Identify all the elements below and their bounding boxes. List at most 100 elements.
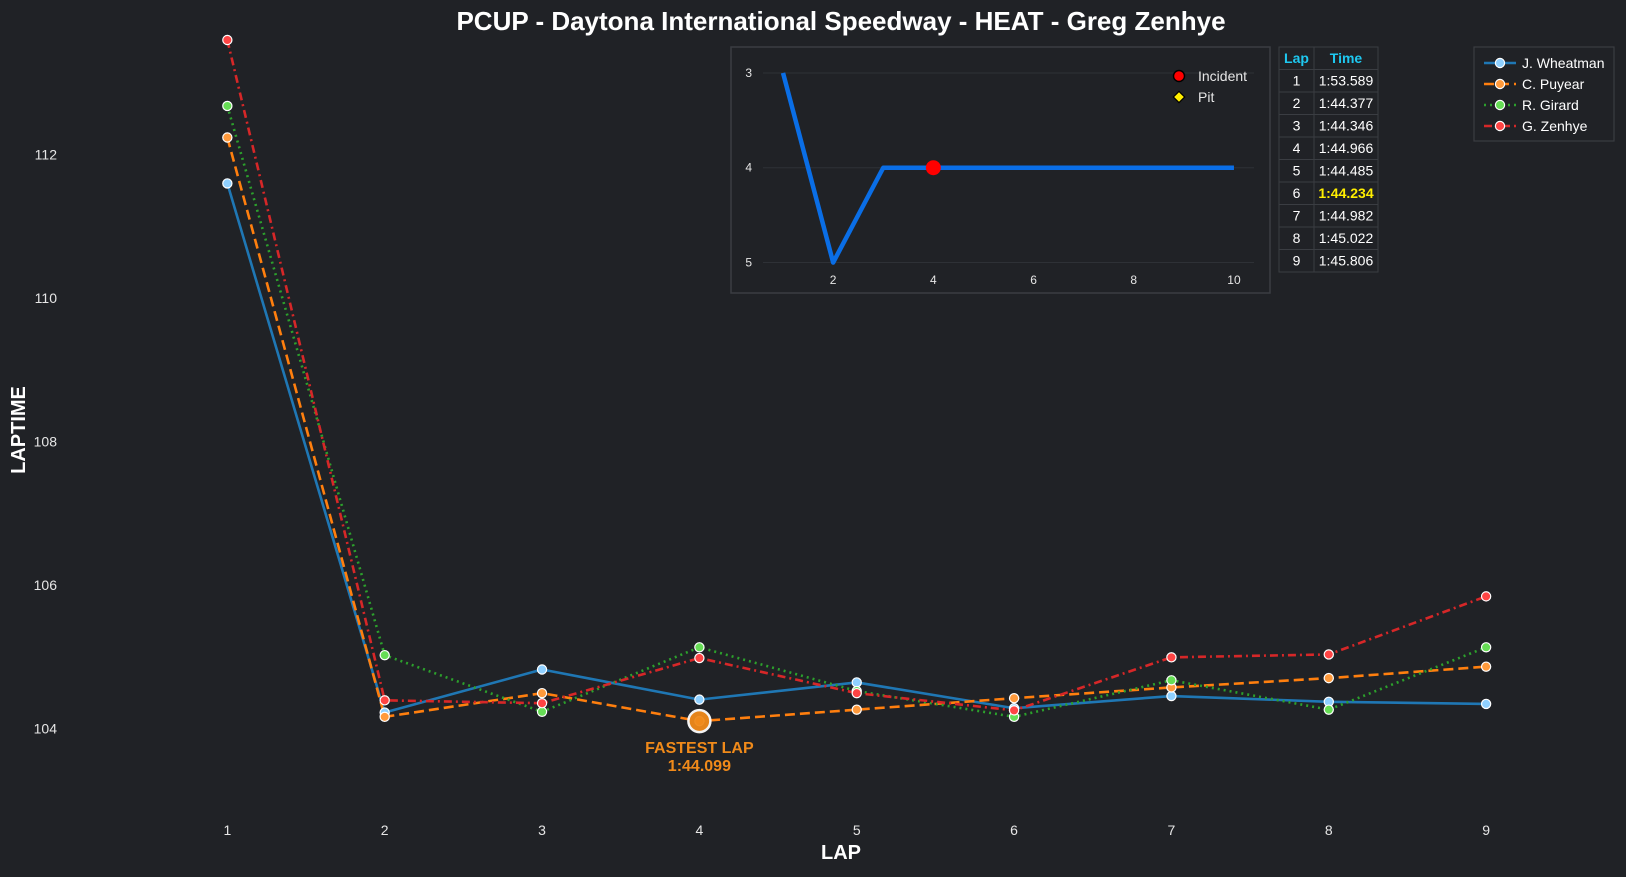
inset-x-tick-label: 8 xyxy=(1130,273,1137,287)
table-time-cell: 1:44.346 xyxy=(1319,118,1374,134)
x-axis-label: LAP xyxy=(821,842,861,864)
data-point-c-puyear xyxy=(379,711,390,723)
legend-label: R. Girard xyxy=(1522,97,1579,113)
y-tick-label: 108 xyxy=(34,434,58,450)
data-point-g-zenhye xyxy=(851,687,862,699)
table-time-cell: 1:44.966 xyxy=(1319,140,1374,156)
inset-y-tick-label: 3 xyxy=(745,66,752,80)
x-tick-label: 8 xyxy=(1325,822,1333,838)
data-point-r-girard xyxy=(222,100,233,112)
table-header-cell: Time xyxy=(1330,50,1363,66)
inset-legend-label: Incident xyxy=(1198,68,1247,84)
data-point-r-girard xyxy=(1166,675,1177,686)
data-point-c-puyear xyxy=(851,704,862,715)
legend-marker xyxy=(1494,78,1506,90)
data-point-g-zenhye xyxy=(1166,652,1177,663)
table-time-cell: 1:44.485 xyxy=(1319,163,1374,179)
data-point-c-puyear xyxy=(1323,672,1334,684)
table-time-cell: 1:45.022 xyxy=(1319,230,1374,246)
table-lap-cell: 5 xyxy=(1293,163,1301,179)
table-time-cell: 1:45.806 xyxy=(1319,253,1374,269)
fastest-lap-label: FASTEST LAP xyxy=(645,740,754,757)
data-point-r-girard xyxy=(1480,642,1492,653)
series-line-g-zenhye xyxy=(226,39,1487,712)
legend-label: C. Puyear xyxy=(1522,76,1585,92)
table-time-cell: 1:44.377 xyxy=(1319,95,1374,111)
table-time-cell: 1:44.234 xyxy=(1318,185,1373,201)
table-lap-cell: 6 xyxy=(1293,185,1301,201)
table-lap-cell: 4 xyxy=(1293,140,1301,156)
fastest-lap-time: 1:44.099 xyxy=(668,758,731,775)
data-point-j-wheatman xyxy=(1480,698,1492,710)
inset-y-tick-label: 4 xyxy=(745,161,752,175)
inset-x-tick-label: 2 xyxy=(830,273,837,287)
incident-legend-icon xyxy=(1172,69,1186,83)
chart-title: PCUP - Daytona International Speedway - … xyxy=(456,6,1225,36)
data-point-g-zenhye xyxy=(1008,705,1020,716)
data-point-j-wheatman xyxy=(222,178,233,189)
y-tick-label: 110 xyxy=(35,290,58,306)
legend-marker xyxy=(1494,57,1506,69)
table-lap-cell: 1 xyxy=(1293,73,1301,89)
table-lap-cell: 3 xyxy=(1293,118,1301,134)
legend-marker xyxy=(1494,99,1506,111)
data-point-c-puyear xyxy=(222,132,233,143)
position-line xyxy=(780,72,1234,265)
driver-legend: J. Wheatman C. Puyear R. Girard G. Zenhye xyxy=(1473,46,1615,142)
series-line-c-puyear xyxy=(226,137,1487,723)
data-point-g-zenhye xyxy=(379,695,390,706)
incident-marker xyxy=(925,160,941,176)
y-tick-label: 112 xyxy=(35,147,58,163)
pit-legend-icon xyxy=(1172,90,1186,104)
data-point-g-zenhye xyxy=(1323,649,1334,660)
fastest-lap-marker xyxy=(687,708,712,734)
data-point-j-wheatman xyxy=(694,694,705,705)
inset-legend-label: Pit xyxy=(1198,89,1214,105)
data-point-c-puyear xyxy=(1008,692,1020,704)
x-tick-label: 6 xyxy=(1010,822,1018,838)
x-tick-label: 7 xyxy=(1168,822,1176,838)
inset-frame xyxy=(730,46,1271,294)
table-time-cell: 1:44.982 xyxy=(1319,208,1374,224)
y-tick-label: 104 xyxy=(34,720,58,736)
data-point-g-zenhye xyxy=(222,34,233,46)
data-point-g-zenhye xyxy=(694,652,705,664)
position-inset-plot: 3 4 5 2 4 6 8 10 Incident Pit xyxy=(730,46,1271,294)
table-lap-cell: 9 xyxy=(1293,253,1301,269)
data-point-j-wheatman xyxy=(851,677,862,688)
legend-label: G. Zenhye xyxy=(1522,118,1588,134)
y-axis-label: LAPTIME xyxy=(8,386,30,474)
x-tick-label: 3 xyxy=(538,822,546,838)
legend-marker xyxy=(1494,120,1506,132)
data-point-g-zenhye xyxy=(536,698,548,709)
y-tick-label: 106 xyxy=(34,577,58,593)
x-tick-label: 2 xyxy=(381,822,389,838)
inset-x-tick-label: 6 xyxy=(1030,273,1037,287)
data-point-g-zenhye xyxy=(1480,591,1492,602)
table-lap-cell: 8 xyxy=(1293,230,1301,246)
data-point-r-girard xyxy=(536,706,548,718)
table-time-cell: 1:53.589 xyxy=(1319,73,1374,89)
x-tick-label: 1 xyxy=(223,822,231,838)
data-point-r-girard xyxy=(379,649,390,661)
table-lap-cell: 2 xyxy=(1293,95,1301,111)
data-point-r-girard xyxy=(1323,704,1334,715)
x-tick-label: 9 xyxy=(1482,822,1490,838)
data-point-r-girard xyxy=(694,642,705,653)
inset-x-tick-label: 4 xyxy=(930,273,937,287)
data-point-c-puyear xyxy=(1480,661,1492,672)
inset-y-tick-label: 5 xyxy=(745,256,752,270)
data-point-j-wheatman xyxy=(1166,690,1177,702)
x-tick-label: 5 xyxy=(853,822,861,838)
table-header-cell: Lap xyxy=(1284,50,1309,66)
table-cell xyxy=(1313,249,1379,273)
data-point-j-wheatman xyxy=(536,664,548,675)
lap-time-table: Lap Time 1 1:53.589 2 1:44.377 3 1:44.346 4 1:44.… xyxy=(1278,46,1379,273)
legend-label: J. Wheatman xyxy=(1522,55,1604,71)
x-tick-label: 4 xyxy=(695,822,703,838)
inset-x-tick-label: 10 xyxy=(1227,273,1241,287)
data-point-c-puyear xyxy=(536,687,548,699)
